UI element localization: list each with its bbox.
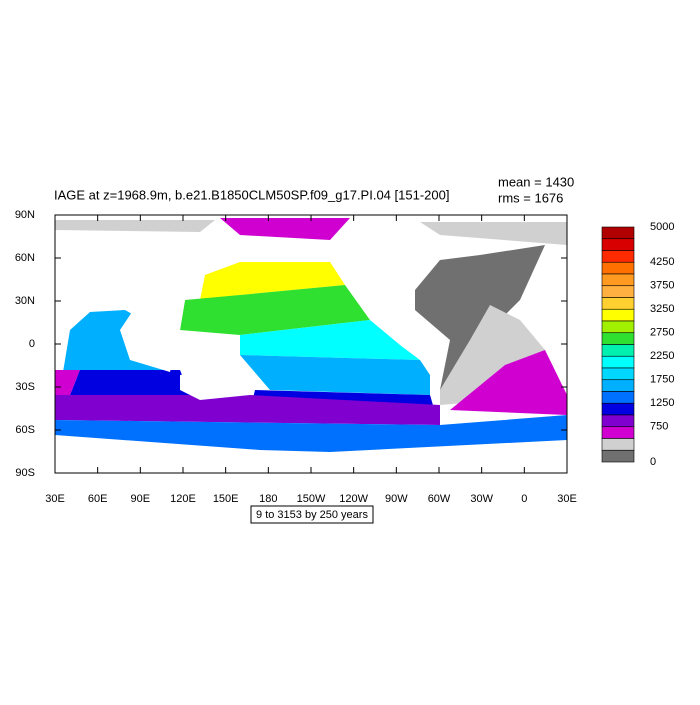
colorbar-label: 750 xyxy=(650,421,668,433)
colorbar: 5000 4250 3750 3250 2750 2250 1750 1250 750 0 xyxy=(601,221,674,468)
land xyxy=(180,365,250,400)
colorbar-box xyxy=(601,367,635,381)
colorbar-label: 3250 xyxy=(650,303,674,315)
x-tick-label: 150W xyxy=(297,493,326,505)
arctic-region xyxy=(220,218,350,240)
colorbar-label: 3750 xyxy=(650,280,674,292)
colorbar-label: 2250 xyxy=(650,350,674,362)
x-tick-label: 30E xyxy=(45,493,65,505)
colorbar-box xyxy=(601,414,635,428)
y-tick-label: 0 xyxy=(29,338,35,350)
y-tick-label: 30N xyxy=(15,295,35,307)
colorbar-label: 1250 xyxy=(650,397,674,409)
ocean-region xyxy=(450,350,567,415)
colorbar-box xyxy=(601,344,635,357)
colorbar-box xyxy=(601,238,635,251)
x-tick-label: 90E xyxy=(131,493,151,505)
y-tick-label: 90N xyxy=(15,209,35,221)
colorbar-label: 1750 xyxy=(650,374,674,386)
ocean-region xyxy=(55,395,440,425)
colorbar-box xyxy=(601,449,635,463)
axes: 30E 60E 90E 120E 150E 180 150W 120W 90W 60W 30W 0 30… xyxy=(15,209,577,505)
colorbar-label: 5000 xyxy=(650,221,674,233)
x-tick-label: 0 xyxy=(521,493,527,505)
x-tick-label: 150E xyxy=(213,493,239,505)
note-box xyxy=(250,505,374,524)
arctic-region xyxy=(420,222,567,245)
rms: rms = 1676 xyxy=(498,190,563,205)
colorbar-box xyxy=(601,297,635,310)
mean: mean = 1430 xyxy=(498,174,574,189)
colorbar-box xyxy=(601,261,635,275)
colorbar-box xyxy=(601,285,635,298)
arctic-region xyxy=(55,220,215,232)
x-tick-label: 120E xyxy=(170,493,196,505)
x-tick-label: 60W xyxy=(428,493,451,505)
title: IAGE at z=1968.9m, b.e21.B1850CLM50SP.f0… xyxy=(54,187,449,202)
y-tick-label: 60N xyxy=(15,252,35,264)
ocean-region xyxy=(55,415,567,452)
colorbar-box xyxy=(601,402,635,416)
y-tick-label: 30S xyxy=(15,381,35,393)
x-tick-label: 60E xyxy=(88,493,108,505)
y-tick-label: 90S xyxy=(15,467,35,479)
colorbar-box xyxy=(601,320,635,334)
colorbar-label: 4250 xyxy=(650,256,674,268)
y-tick-label: 60S xyxy=(15,424,35,436)
ocean-region xyxy=(55,370,80,395)
colorbar-label: 2750 xyxy=(650,327,674,339)
x-tick-label: 90W xyxy=(385,493,408,505)
x-tick-label: 30E xyxy=(557,493,577,505)
colorbar-box xyxy=(601,426,635,439)
colorbar-box xyxy=(601,308,635,322)
colorbar-box xyxy=(601,273,635,287)
colorbar-box xyxy=(601,226,635,240)
colorbar-box xyxy=(601,391,635,404)
land xyxy=(120,300,185,372)
ocean-region xyxy=(70,370,190,395)
colorbar-box xyxy=(601,438,635,451)
ocean-region xyxy=(415,245,545,390)
ocean-region xyxy=(240,355,430,395)
colorbar-label: 0 xyxy=(650,456,656,468)
ocean-region xyxy=(200,262,345,300)
colorbar-box xyxy=(601,379,635,392)
ocean-region xyxy=(180,285,370,335)
x-tick-label: 30W xyxy=(470,493,493,505)
colorbar-box xyxy=(601,332,635,345)
ocean-region xyxy=(240,320,420,360)
colorbar-box xyxy=(601,355,635,369)
colorbar-box xyxy=(601,250,635,263)
x-tick-label: 180 xyxy=(259,493,277,505)
x-tick-label: 120W xyxy=(339,493,368,505)
map-fields xyxy=(55,215,567,473)
contour-note: 9 to 3153 by 250 years xyxy=(256,509,368,521)
